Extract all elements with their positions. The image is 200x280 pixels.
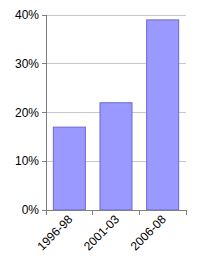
y-tick-label: 0% — [22, 203, 40, 217]
x-tick — [92, 210, 93, 215]
x-tick — [46, 210, 47, 215]
y-tick-label: 40% — [15, 8, 39, 22]
y-tick-label: 10% — [15, 154, 39, 168]
y-tick-label: 30% — [15, 57, 39, 71]
x-tick-label: 2006-08 — [128, 212, 169, 253]
x-tick-label: 1996-98 — [34, 212, 75, 253]
bar — [147, 20, 179, 210]
bar — [53, 127, 85, 210]
bar — [100, 103, 132, 210]
x-tick — [139, 210, 140, 215]
x-axis — [46, 210, 186, 211]
x-tick — [186, 210, 187, 215]
y-tick — [42, 63, 46, 64]
bars — [53, 20, 178, 210]
y-tick-label: 20% — [15, 106, 39, 120]
y-tick — [42, 15, 46, 16]
grid-line — [46, 15, 186, 16]
y-tick — [42, 112, 46, 113]
y-tick — [42, 161, 46, 162]
y-tick — [42, 210, 46, 211]
x-tick-label: 2001-03 — [81, 212, 122, 253]
y-axis — [46, 15, 47, 210]
chart: 0% 10% 20% 30% 40% 1996-982001-032006-08 — [0, 0, 200, 280]
